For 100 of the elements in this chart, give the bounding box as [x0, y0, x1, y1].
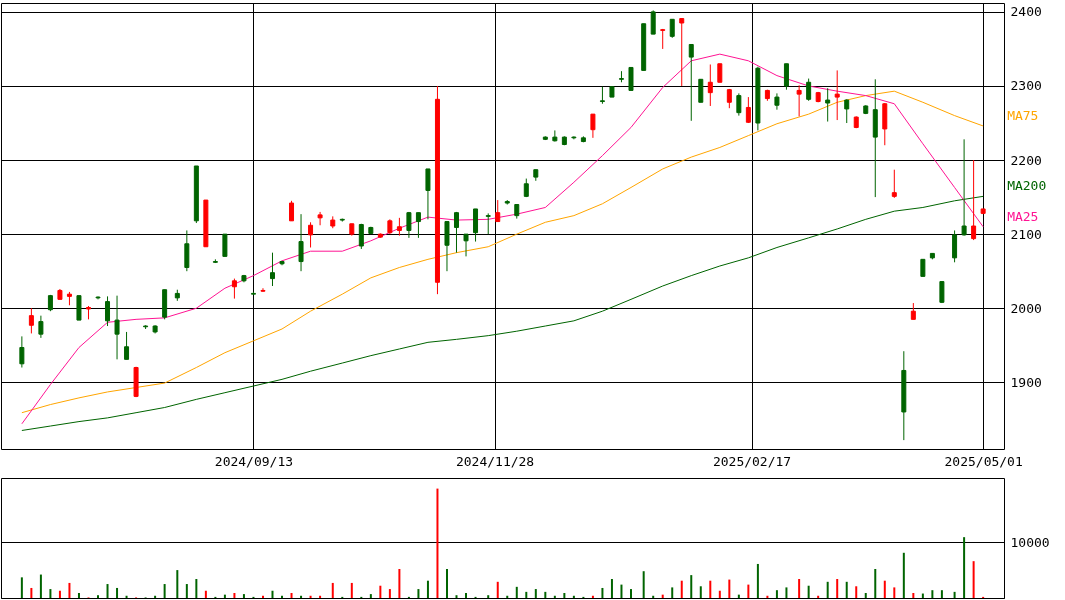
candlestick: [415, 212, 421, 239]
candlestick: [298, 213, 304, 272]
bar: [864, 592, 867, 598]
candlestick: [834, 69, 840, 121]
candlestick: [590, 113, 596, 139]
bar: [699, 586, 702, 598]
bar: [553, 595, 556, 598]
bar: [690, 575, 693, 598]
bar: [544, 591, 547, 598]
bar: [756, 563, 759, 598]
bar: [709, 580, 712, 598]
bar: [766, 595, 769, 598]
candlestick: [425, 168, 431, 220]
candlestick: [796, 84, 802, 117]
candlestick: [463, 233, 469, 257]
bar: [106, 584, 109, 598]
candlestick: [184, 229, 190, 272]
candlestick: [358, 223, 364, 250]
candlestick: [745, 96, 751, 124]
candlestick: [806, 78, 812, 102]
bar: [309, 595, 312, 598]
bar: [68, 582, 71, 598]
candlestick: [269, 252, 275, 287]
y-tick-label: 2400: [1010, 4, 1042, 20]
bar: [610, 579, 613, 598]
bar: [845, 581, 848, 598]
bar: [97, 595, 99, 598]
bar: [629, 589, 632, 598]
bar: [728, 579, 731, 598]
x-tick-label: 2025/05/01: [944, 453, 1023, 469]
bar: [620, 584, 623, 598]
bar: [30, 587, 33, 598]
candlestick: [222, 233, 228, 257]
bar: [718, 590, 721, 598]
candlestick: [406, 211, 412, 239]
bar: [58, 590, 61, 598]
candlestick: [707, 63, 713, 107]
bar: [261, 595, 264, 598]
bar: [242, 594, 245, 598]
candlestick: [308, 221, 314, 248]
bar: [798, 579, 801, 598]
candlestick: [891, 169, 897, 199]
bar: [125, 595, 128, 598]
bar: [775, 590, 778, 598]
candlestick: [289, 200, 295, 222]
candlestick: [669, 18, 675, 39]
candlestick: [495, 199, 501, 223]
candlestick: [688, 43, 694, 122]
bar: [940, 590, 943, 598]
candlestick: [825, 87, 831, 123]
bar: [445, 568, 448, 598]
bar: [398, 568, 401, 598]
x-tick-label: 2024/11/28: [455, 453, 535, 469]
series-label: MA75: [1007, 107, 1039, 123]
bar: [785, 587, 788, 598]
bar: [496, 581, 499, 598]
bar: [953, 591, 956, 598]
bar: [972, 561, 975, 598]
series-label: MA200: [1007, 178, 1047, 194]
bar: [534, 589, 537, 598]
candlestick: [485, 212, 491, 235]
candlestick: [952, 229, 958, 263]
bar: [893, 587, 896, 598]
bar: [77, 592, 80, 598]
candlestick: [736, 92, 742, 117]
bar: [747, 584, 750, 598]
bar: [671, 587, 674, 598]
bar: [680, 580, 683, 598]
bar: [176, 570, 179, 598]
bar: [874, 568, 877, 598]
candlestick: [679, 18, 685, 87]
bar: [902, 552, 905, 598]
y-tick-label: 2100: [1010, 226, 1042, 242]
bar: [39, 574, 42, 598]
bar: [836, 579, 839, 598]
bar: [185, 584, 188, 598]
bar: [883, 580, 886, 598]
bar: [319, 595, 322, 598]
candlestick: [114, 295, 120, 360]
bar: [20, 577, 23, 598]
bar: [963, 537, 966, 598]
candlestick: [971, 159, 977, 241]
candlestick: [444, 221, 450, 272]
bar: [163, 584, 166, 598]
bar: [290, 592, 293, 598]
candlestick: [124, 331, 130, 360]
candlestick: [844, 98, 850, 124]
bar: [652, 595, 655, 598]
bar: [525, 591, 528, 598]
candlestick: [231, 278, 237, 300]
bar: [912, 592, 915, 598]
series-label: MA25: [1007, 208, 1039, 224]
bar: [281, 595, 284, 598]
y-tick-label: 2300: [1010, 78, 1042, 94]
bar: [817, 595, 820, 598]
bar: [563, 592, 566, 598]
x-tick-label: 2024/09/13: [214, 453, 294, 469]
bar: [601, 587, 604, 598]
bar: [642, 571, 645, 598]
bar: [436, 488, 439, 598]
